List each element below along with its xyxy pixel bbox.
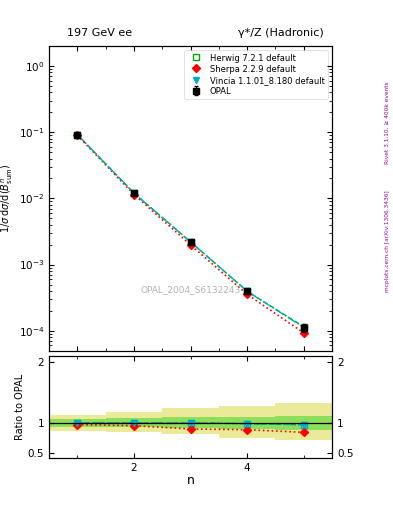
Line: Herwig 7.2.1 default: Herwig 7.2.1 default — [74, 131, 307, 330]
Herwig 7.2.1 default — [188, 239, 193, 245]
Herwig 7.2.1 default — [301, 324, 306, 330]
Sherpa 2.2.9 default — [301, 330, 306, 336]
Sherpa 2.2.9 default — [75, 132, 80, 138]
X-axis label: n: n — [187, 475, 195, 487]
Vincia 1.1.01_8.180 default — [301, 325, 306, 331]
Vincia 1.1.01_8.180 default — [245, 288, 250, 294]
Line: Vincia 1.1.01_8.180 default: Vincia 1.1.01_8.180 default — [74, 131, 307, 331]
Line: Sherpa 2.2.9 default: Sherpa 2.2.9 default — [75, 133, 307, 336]
Y-axis label: Ratio to OPAL: Ratio to OPAL — [15, 374, 25, 440]
Sherpa 2.2.9 default — [132, 191, 136, 198]
Y-axis label: $1/\sigma\,\mathrm{d}\sigma/\mathrm{d}(B^n_\mathrm{sum})$: $1/\sigma\,\mathrm{d}\sigma/\mathrm{d}(B… — [0, 164, 15, 233]
Text: 197 GeV ee: 197 GeV ee — [68, 29, 132, 38]
Text: Rivet 3.1.10, ≥ 400k events: Rivet 3.1.10, ≥ 400k events — [385, 81, 390, 164]
Text: γ*/Z (Hadronic): γ*/Z (Hadronic) — [238, 29, 324, 38]
Sherpa 2.2.9 default — [188, 242, 193, 248]
Text: OPAL_2004_S6132243: OPAL_2004_S6132243 — [140, 285, 241, 294]
Herwig 7.2.1 default — [132, 190, 136, 196]
Herwig 7.2.1 default — [75, 132, 80, 138]
Text: mcplots.cern.ch [arXiv:1306.3436]: mcplots.cern.ch [arXiv:1306.3436] — [385, 190, 390, 291]
Legend: Herwig 7.2.1 default, Sherpa 2.2.9 default, Vincia 1.1.01_8.180 default, OPAL: Herwig 7.2.1 default, Sherpa 2.2.9 defau… — [184, 50, 328, 99]
Vincia 1.1.01_8.180 default — [188, 239, 193, 245]
Vincia 1.1.01_8.180 default — [75, 132, 80, 138]
Sherpa 2.2.9 default — [245, 291, 250, 297]
Vincia 1.1.01_8.180 default — [132, 190, 136, 196]
Herwig 7.2.1 default — [245, 288, 250, 294]
